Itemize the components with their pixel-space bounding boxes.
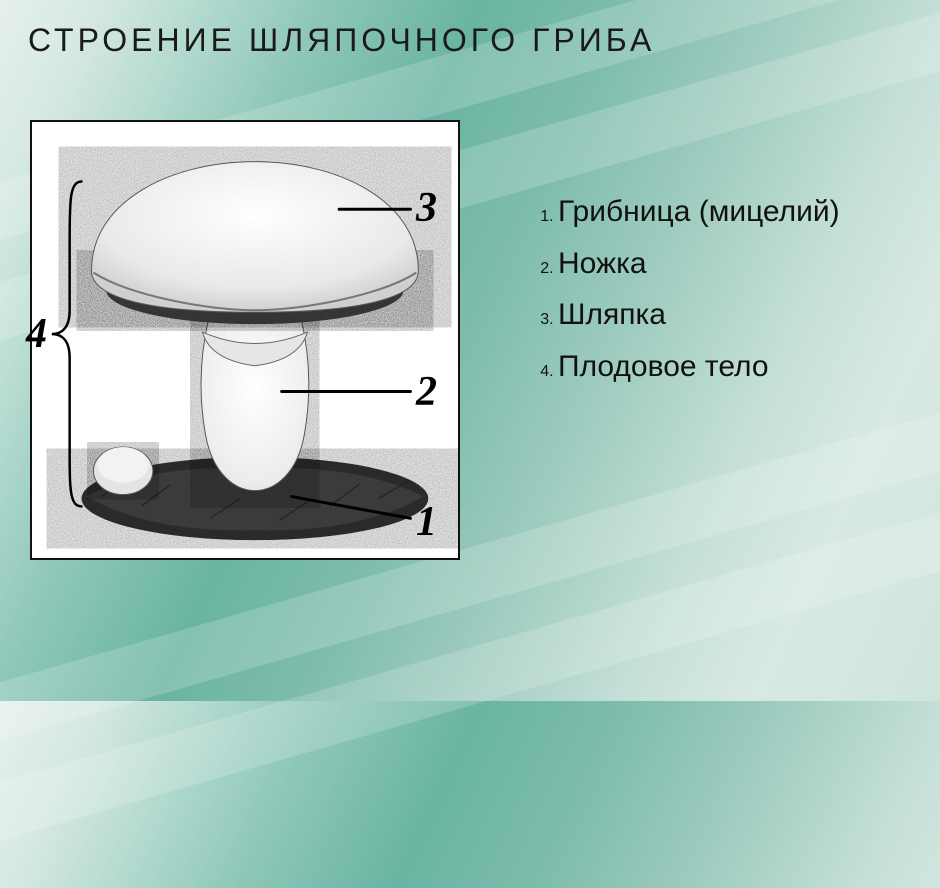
page-title: СТРОЕНИЕ ШЛЯПОЧНОГО ГРИБА <box>28 22 655 59</box>
legend-item-3: Шляпка <box>558 293 900 337</box>
diagram-label-1: 1 <box>416 498 437 546</box>
legend-item-2: Ножка <box>558 242 900 286</box>
legend-list: Грибница (мицелий) Ножка Шляпка Плодовое… <box>520 190 900 388</box>
legend-item-1: Грибница (мицелий) <box>558 190 900 234</box>
diagram-label-4: 4 <box>26 310 47 358</box>
mushroom-svg <box>32 122 458 558</box>
diagram-label-3: 3 <box>416 184 437 232</box>
diagram-label-2: 2 <box>416 368 437 416</box>
legend: Грибница (мицелий) Ножка Шляпка Плодовое… <box>520 190 900 396</box>
mushroom-diagram: 3 2 1 4 <box>30 120 460 560</box>
legend-item-4: Плодовое тело <box>558 345 900 389</box>
